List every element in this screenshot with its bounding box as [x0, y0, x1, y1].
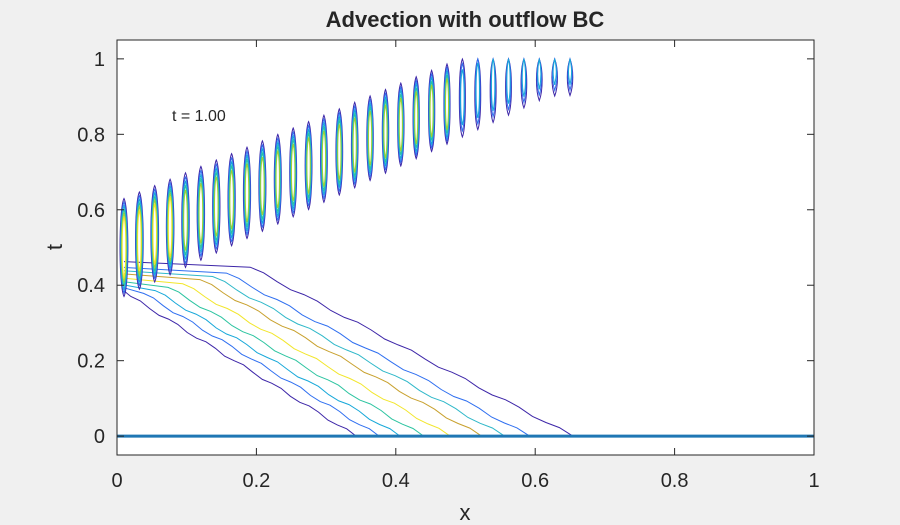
oscillation-contour: [198, 183, 204, 244]
contour-lines: [117, 57, 814, 438]
oscillation-contour: [429, 84, 434, 137]
oscillation-contour: [321, 130, 327, 187]
oscillation-contour: [352, 117, 357, 173]
x-tick-label: 0.8: [661, 470, 689, 492]
oscillation-contour: [229, 170, 234, 230]
oscillation-contour: [383, 104, 388, 159]
oscillation-contour: [214, 176, 219, 237]
y-tick-label: 0.4: [77, 275, 105, 297]
oscillation-contour: [475, 62, 480, 119]
oscillation-contour: [152, 203, 157, 265]
oscillation-contour: [290, 143, 296, 201]
oscillation-contour: [368, 111, 373, 166]
diagonal-contour: [123, 281, 424, 437]
oscillation-contour: [459, 61, 466, 133]
diagonal-contour: [123, 290, 357, 437]
y-tick-label: 0.2: [77, 351, 105, 373]
oscillation-contour: [568, 58, 573, 85]
oscillation-contour: [537, 58, 542, 90]
x-tick-label: 0.4: [382, 470, 410, 492]
oscillation-contour: [474, 57, 481, 126]
oscillation-contour: [458, 57, 466, 139]
y-tick-label: 0.6: [77, 200, 105, 222]
diagonal-contour: [123, 266, 530, 437]
x-tick-label: 0.2: [242, 470, 270, 492]
y-axis-label: t: [42, 244, 67, 250]
diagonal-contour: [123, 273, 482, 437]
y-tick-label: 0: [94, 426, 105, 448]
y-tick-label: 0.8: [77, 124, 105, 146]
time-annotation: t = 1.00: [172, 108, 226, 125]
oscillation-contour: [445, 78, 449, 130]
x-tick-label: 0.6: [521, 470, 549, 492]
oscillation-contour: [306, 137, 311, 194]
y-tick-label: 1: [94, 49, 105, 71]
oscillation-contour: [244, 163, 250, 223]
oscillation-contour: [137, 210, 142, 272]
oscillation-contour: [490, 58, 496, 111]
oscillation-contour: [183, 189, 188, 251]
oscillation-contour: [260, 156, 265, 216]
diagonal-contour: [123, 270, 505, 437]
oscillation-contour: [552, 58, 557, 86]
tick-labels: 0 0.2 0.4 0.6 0.8 1 0 0.2 0.4 0.6 0.8 1: [77, 49, 819, 492]
diagonal-contour: [123, 284, 401, 437]
oscillation-contour: [398, 97, 403, 152]
chart-title: Advection with outflow BC: [326, 7, 605, 32]
oscillation-contour: [121, 216, 127, 279]
oscillation-contour: [337, 124, 342, 180]
oscillation-contour: [414, 91, 419, 145]
diagonal-contour: [123, 287, 380, 437]
axes-box: [116, 39, 815, 456]
oscillation-contour: [521, 58, 527, 97]
oscillation-contour: [460, 69, 465, 126]
tick-marks: [116, 40, 815, 455]
x-axis-label: x: [460, 500, 471, 525]
oscillation-contour: [167, 196, 173, 258]
diagonal-contour: [123, 261, 574, 437]
oscillation-contour: [275, 150, 280, 209]
x-tick-label: 1: [808, 470, 819, 492]
oscillation-contour: [506, 58, 511, 104]
diagonal-contour: [123, 277, 451, 437]
x-tick-label: 0: [111, 470, 122, 492]
